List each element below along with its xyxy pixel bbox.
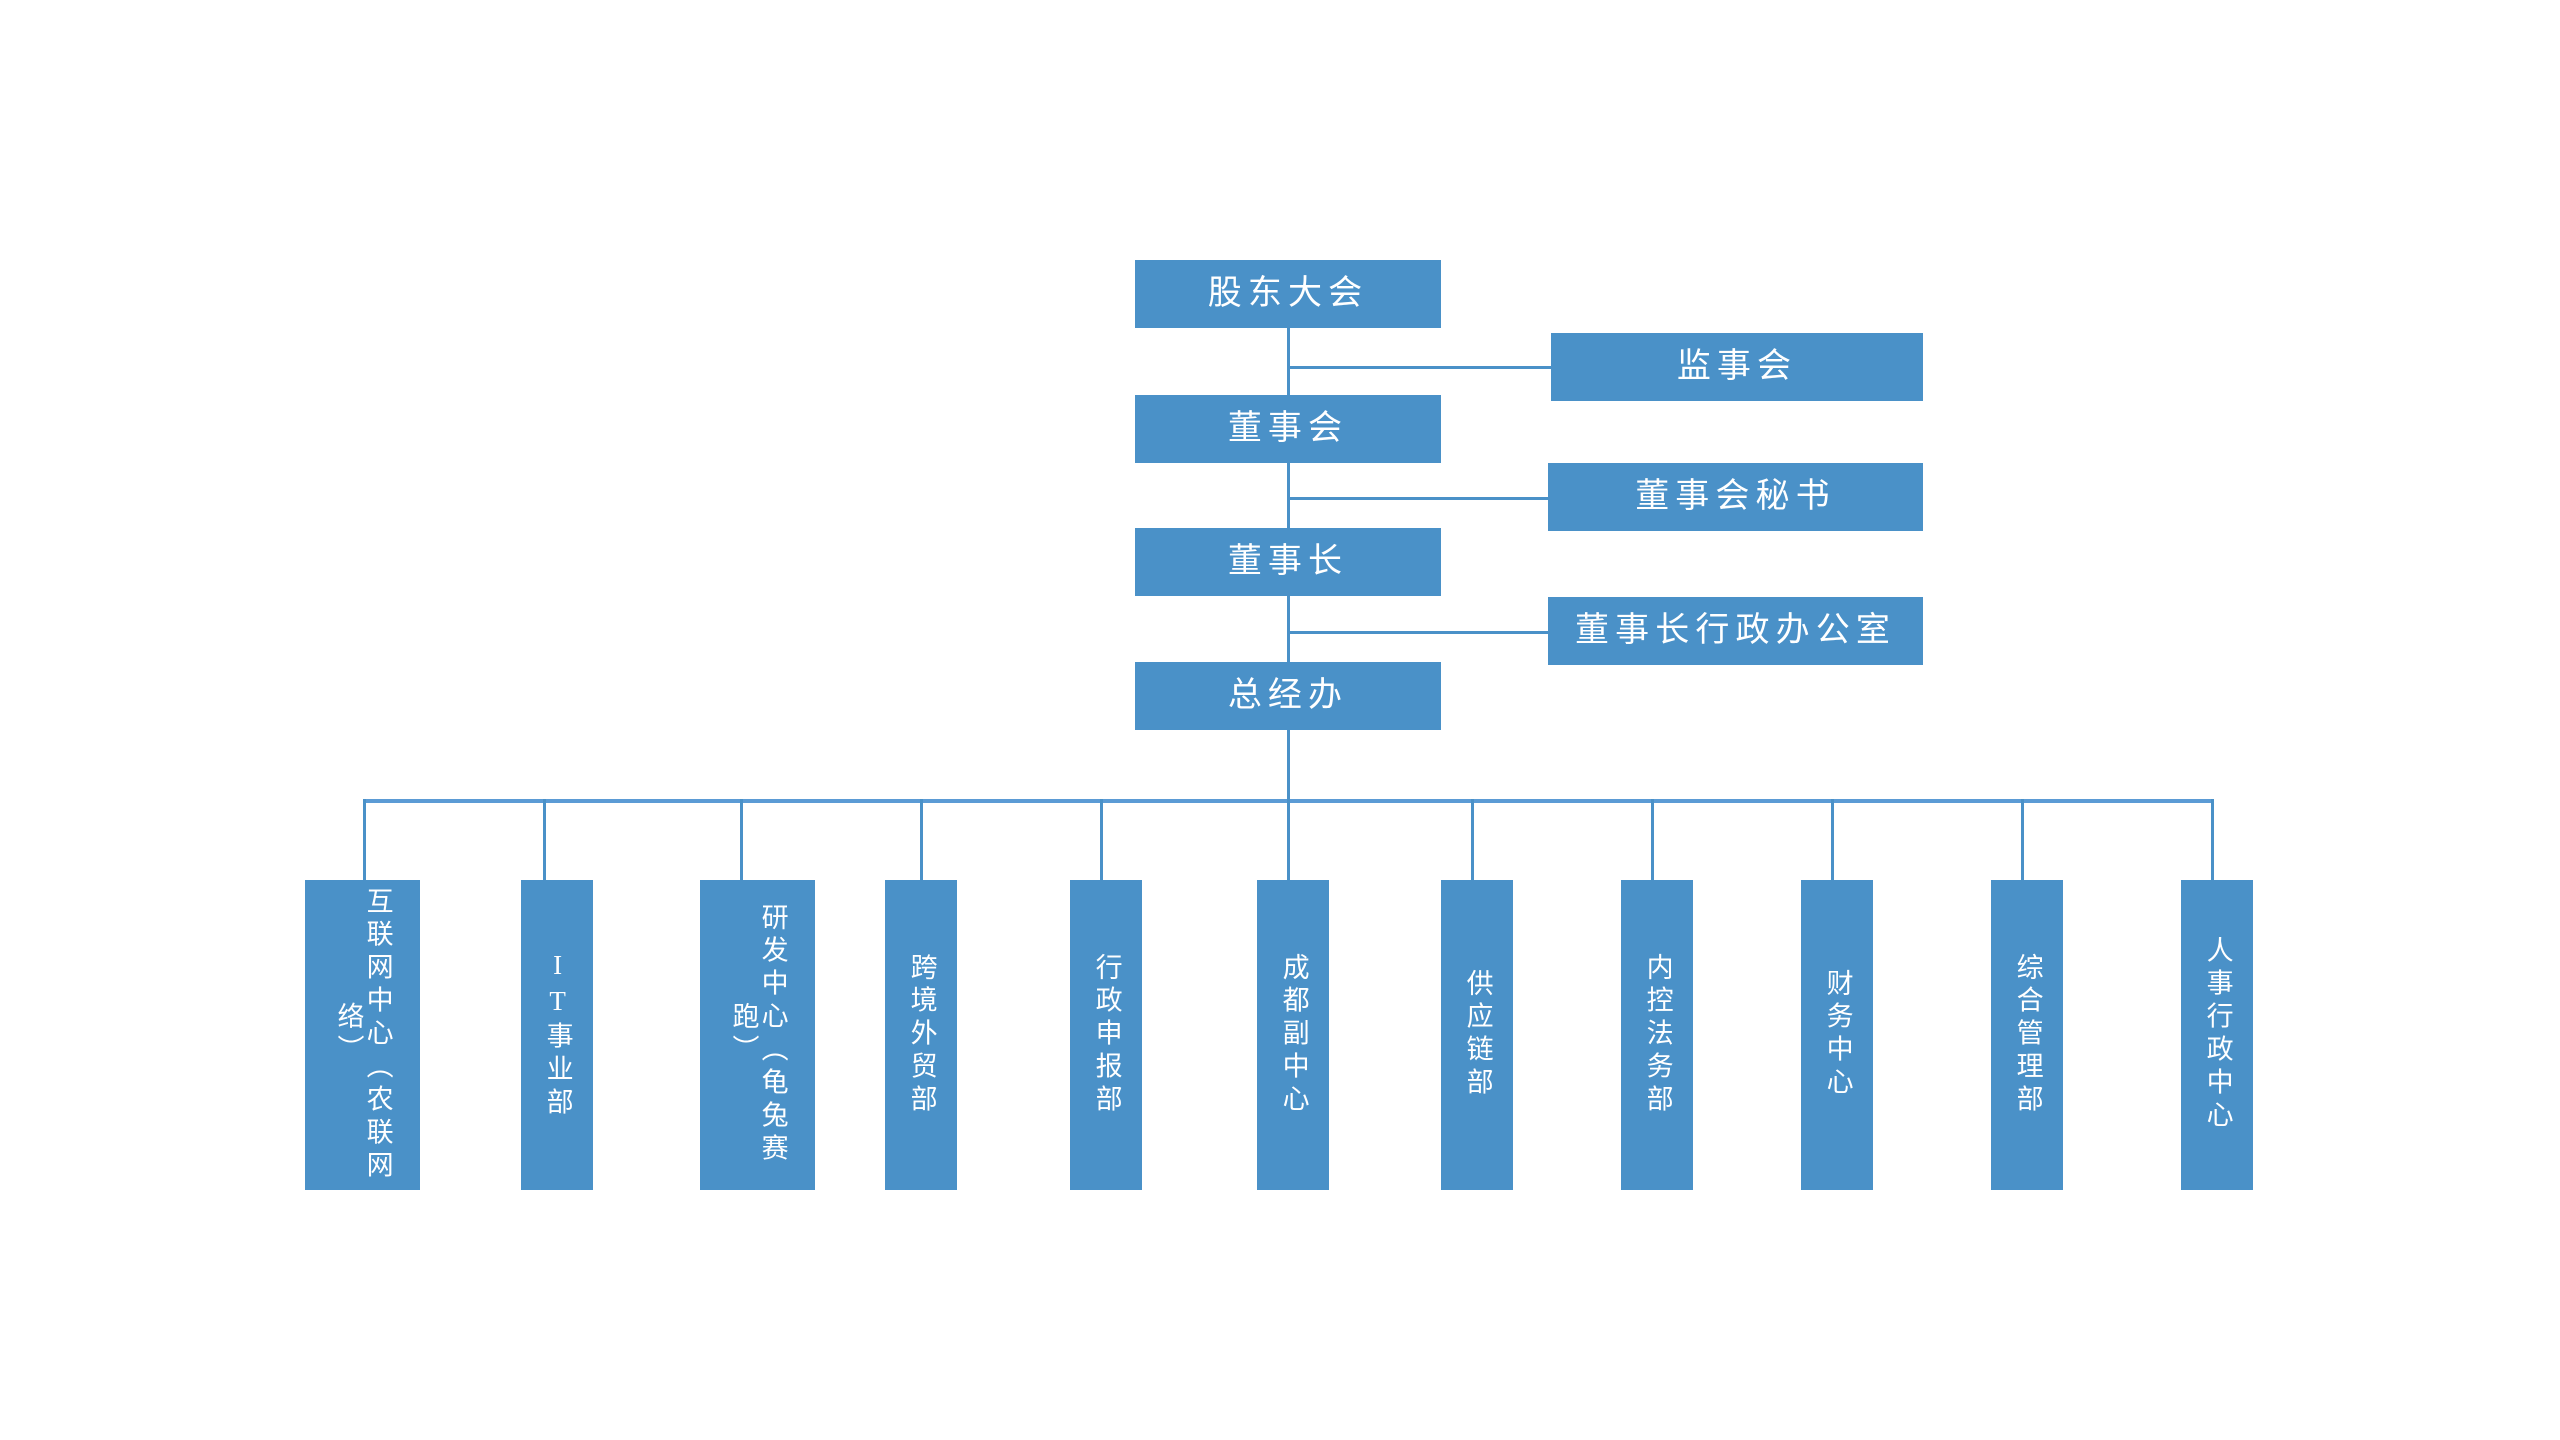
node-chairman-office[interactable]: 董事长行政办公室 <box>1548 597 1923 665</box>
drop-line-general-admin <box>2021 799 2024 881</box>
node-supply-chain-label: 供应链部 <box>1462 969 1493 1101</box>
node-finance-center[interactable]: 财务中心 <box>1801 880 1873 1190</box>
node-admin-filing-label: 行政申报部 <box>1091 952 1122 1118</box>
node-internal-legal[interactable]: 内控法务部 <box>1621 880 1693 1190</box>
connector-gm-to-bus <box>1287 730 1290 802</box>
connector-chairman-gm <box>1287 596 1290 662</box>
node-internet-center[interactable]: 互联网中心（农联网络） <box>305 880 420 1190</box>
drop-line-rd-center <box>740 799 743 881</box>
node-general-admin-label: 综合管理部 <box>2012 952 2043 1118</box>
node-internet-center-label: 互联网中心（农联网络） <box>333 886 393 1184</box>
node-shareholders[interactable]: 股东大会 <box>1135 260 1441 328</box>
node-internal-legal-label: 内控法务部 <box>1642 952 1673 1118</box>
drop-line-hr-admin-center <box>2211 799 2214 881</box>
node-board-label: 董事会 <box>1227 410 1349 448</box>
node-supply-chain[interactable]: 供应链部 <box>1441 880 1513 1190</box>
drop-line-cross-border <box>920 799 923 881</box>
node-board[interactable]: 董事会 <box>1135 395 1441 463</box>
drop-line-chengdu-center <box>1287 799 1290 881</box>
node-board-secretary[interactable]: 董事会秘书 <box>1548 463 1923 531</box>
drop-line-finance-center <box>1831 799 1834 881</box>
node-general-admin[interactable]: 综合管理部 <box>1991 880 2063 1190</box>
node-supervisors[interactable]: 监事会 <box>1551 333 1923 401</box>
node-rd-center[interactable]: 研发中心（龟兔赛跑） <box>700 880 815 1190</box>
connector-branch-board-secretary <box>1287 497 1548 500</box>
connector-branch-supervisors <box>1287 366 1551 369</box>
node-chengdu-center-label: 成都副中心 <box>1278 952 1309 1118</box>
drop-line-internal-legal <box>1651 799 1654 881</box>
node-gm-office[interactable]: 总经办 <box>1135 662 1441 730</box>
node-board-secretary-label: 董事会秘书 <box>1635 478 1836 516</box>
node-chengdu-center[interactable]: 成都副中心 <box>1257 880 1329 1190</box>
node-chairman-office-label: 董事长行政办公室 <box>1575 612 1896 650</box>
node-hr-admin-center-label: 人事行政中心 <box>2202 936 2233 1134</box>
drop-line-supply-chain <box>1471 799 1474 881</box>
node-shareholders-label: 股东大会 <box>1207 275 1369 313</box>
node-chairman[interactable]: 董事长 <box>1135 528 1441 596</box>
connector-branch-chairman-office <box>1287 631 1548 634</box>
drop-line-it-division <box>543 799 546 881</box>
node-it-division-label: IT事业部 <box>542 949 573 1121</box>
node-cross-border-label: 跨境外贸部 <box>906 952 937 1118</box>
node-gm-office-label: 总经办 <box>1227 677 1349 715</box>
node-admin-filing[interactable]: 行政申报部 <box>1070 880 1142 1190</box>
node-hr-admin-center[interactable]: 人事行政中心 <box>2181 880 2253 1190</box>
node-it-division[interactable]: IT事业部 <box>521 880 593 1190</box>
node-finance-center-label: 财务中心 <box>1822 969 1853 1101</box>
node-chairman-label: 董事长 <box>1227 543 1349 581</box>
node-rd-center-label: 研发中心（龟兔赛跑） <box>728 903 788 1167</box>
connector-shareholders-board <box>1287 328 1290 395</box>
node-supervisors-label: 监事会 <box>1676 348 1798 386</box>
drop-line-admin-filing <box>1100 799 1103 881</box>
drop-line-internet-center <box>363 799 366 881</box>
node-cross-border[interactable]: 跨境外贸部 <box>885 880 957 1190</box>
connector-board-chairman <box>1287 463 1290 528</box>
